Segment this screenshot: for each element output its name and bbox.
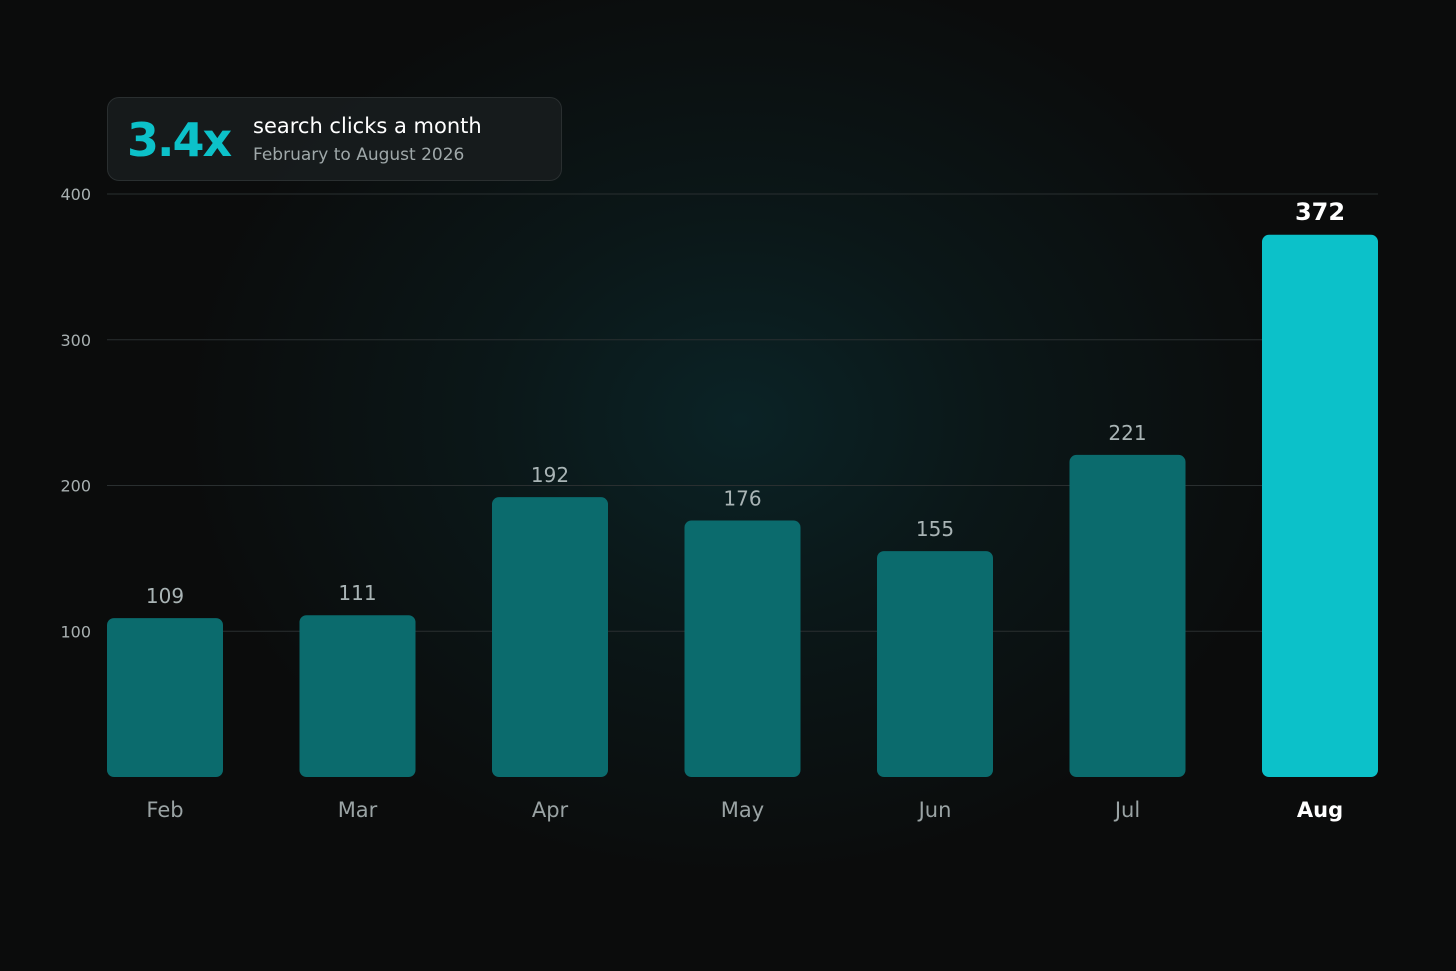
bar-jul xyxy=(1069,454,1186,777)
bar-may xyxy=(684,520,801,777)
x-tick-label: Feb xyxy=(146,798,183,822)
x-tick-label: Aug xyxy=(1297,798,1343,822)
value-label: 192 xyxy=(531,463,569,487)
x-tick-label: Jul xyxy=(1113,798,1140,822)
y-tick-label: 300 xyxy=(60,331,91,350)
x-tick-label: May xyxy=(721,798,764,822)
value-label: 109 xyxy=(146,584,184,608)
headline-title: search clicks a month xyxy=(253,114,482,138)
y-tick-label: 400 xyxy=(60,185,91,204)
headline-subtitle: February to August 2026 xyxy=(253,145,465,165)
bar-aug xyxy=(1262,234,1378,777)
y-tick-label: 100 xyxy=(60,622,91,641)
y-tick-label: 200 xyxy=(60,477,91,496)
growth-multiplier: 3.4x xyxy=(127,113,232,167)
bar-mar xyxy=(299,615,416,777)
x-tick-label: Apr xyxy=(532,798,569,822)
value-label: 372 xyxy=(1295,198,1345,226)
bar-apr xyxy=(492,497,608,777)
bar-feb xyxy=(107,618,223,777)
value-label: 221 xyxy=(1108,421,1146,445)
value-label: 111 xyxy=(338,581,376,605)
value-label: 155 xyxy=(916,517,954,541)
value-label: 176 xyxy=(723,486,761,510)
x-tick-label: Jun xyxy=(917,798,952,822)
headline-card: 3.4x search clicks a month February to A… xyxy=(107,97,562,181)
bar-jun xyxy=(877,551,993,777)
x-tick-label: Mar xyxy=(338,798,378,822)
